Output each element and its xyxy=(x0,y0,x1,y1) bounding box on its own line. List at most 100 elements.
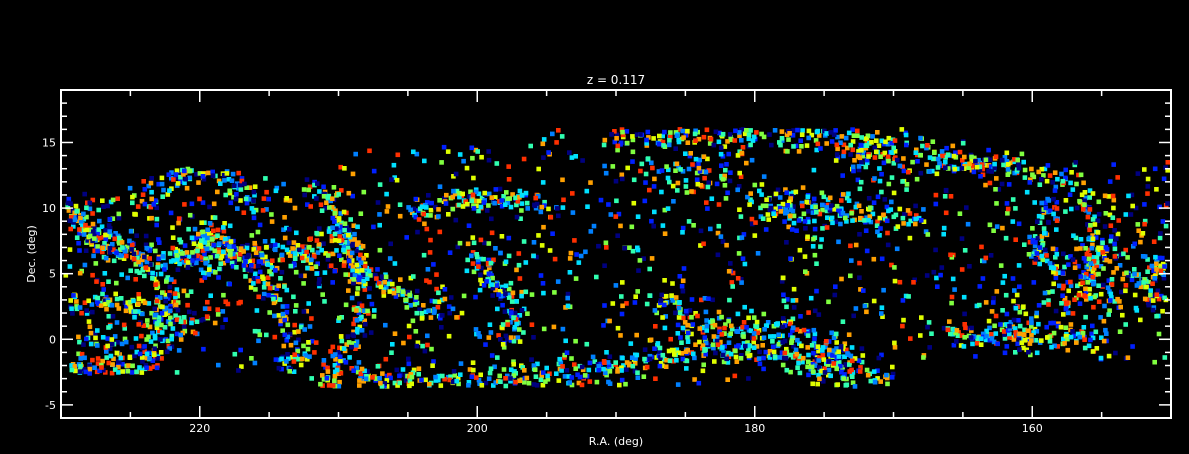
galaxy-point xyxy=(112,334,118,339)
galaxy-point xyxy=(337,315,342,321)
galaxy-point xyxy=(365,308,370,314)
galaxy-point xyxy=(859,148,864,153)
galaxy-point xyxy=(801,211,807,217)
galaxy-point xyxy=(806,372,811,378)
galaxy-point xyxy=(252,360,258,366)
galaxy-point xyxy=(853,306,859,311)
galaxy-point xyxy=(140,311,145,317)
galaxy-point xyxy=(114,350,120,356)
galaxy-point xyxy=(174,331,180,337)
galaxy-point xyxy=(152,333,158,339)
galaxy-point xyxy=(239,176,245,181)
galaxy-point xyxy=(366,294,372,299)
galaxy-point xyxy=(223,192,228,198)
galaxy-point xyxy=(354,343,359,348)
galaxy-point xyxy=(137,365,142,370)
galaxy-point xyxy=(978,342,984,347)
galaxy-point xyxy=(653,376,658,381)
galaxy-point xyxy=(596,363,602,369)
galaxy-point xyxy=(806,209,811,214)
galaxy-point xyxy=(761,355,766,361)
galaxy-point xyxy=(108,353,114,359)
galaxy-point xyxy=(853,242,859,248)
galaxy-point xyxy=(1031,330,1036,335)
galaxy-point xyxy=(837,208,843,214)
galaxy-point xyxy=(727,178,733,184)
galaxy-point xyxy=(120,369,125,374)
galaxy-point xyxy=(791,204,796,209)
galaxy-point xyxy=(1145,257,1150,262)
galaxy-point xyxy=(304,249,309,255)
galaxy-point xyxy=(203,261,209,266)
galaxy-point xyxy=(636,268,641,273)
galaxy-point xyxy=(268,243,273,249)
galaxy-point xyxy=(475,259,481,264)
galaxy-point xyxy=(104,306,109,312)
galaxy-point xyxy=(1081,275,1087,280)
galaxy-point xyxy=(1087,188,1093,193)
galaxy-point xyxy=(812,331,818,337)
galaxy-point xyxy=(315,250,321,255)
galaxy-point xyxy=(1063,209,1068,214)
galaxy-point xyxy=(228,249,233,255)
galaxy-point xyxy=(143,242,149,248)
galaxy-point xyxy=(785,149,790,154)
galaxy-point xyxy=(187,212,193,218)
galaxy-point xyxy=(90,211,95,216)
galaxy-point xyxy=(1111,205,1116,211)
galaxy-point xyxy=(127,299,133,305)
galaxy-point xyxy=(107,216,113,222)
galaxy-point xyxy=(439,160,444,165)
galaxy-point xyxy=(1090,217,1096,222)
galaxy-point xyxy=(230,251,236,257)
galaxy-point xyxy=(620,129,625,135)
galaxy-point xyxy=(969,154,974,160)
galaxy-point xyxy=(1078,237,1084,242)
galaxy-point xyxy=(598,197,604,203)
galaxy-point xyxy=(677,300,682,305)
galaxy-point xyxy=(77,369,82,374)
galaxy-point xyxy=(806,219,811,225)
galaxy-point xyxy=(736,184,742,189)
galaxy-point xyxy=(102,241,107,246)
galaxy-point xyxy=(719,314,724,320)
galaxy-point xyxy=(881,212,886,218)
galaxy-point xyxy=(422,158,427,164)
galaxy-point xyxy=(822,366,827,371)
galaxy-point xyxy=(392,380,398,386)
galaxy-point xyxy=(738,356,744,361)
galaxy-point xyxy=(872,176,877,181)
galaxy-point xyxy=(140,359,145,364)
galaxy-point xyxy=(1015,157,1020,163)
galaxy-point xyxy=(765,320,771,325)
galaxy-point xyxy=(330,353,336,359)
galaxy-point xyxy=(354,365,359,371)
galaxy-point xyxy=(685,334,690,340)
galaxy-point xyxy=(850,380,856,385)
galaxy-point xyxy=(691,223,696,228)
galaxy-point xyxy=(791,128,796,133)
galaxy-point xyxy=(428,237,433,243)
galaxy-point xyxy=(900,164,905,169)
galaxy-point xyxy=(207,264,212,269)
galaxy-point xyxy=(354,248,360,254)
galaxy-point xyxy=(329,205,335,210)
galaxy-point xyxy=(150,330,155,336)
galaxy-point xyxy=(850,139,856,144)
galaxy-point xyxy=(1002,336,1008,341)
galaxy-point xyxy=(607,369,613,374)
galaxy-point xyxy=(910,159,915,165)
galaxy-point xyxy=(1151,268,1156,273)
galaxy-point xyxy=(1152,264,1157,269)
galaxy-point xyxy=(215,312,221,317)
galaxy-point xyxy=(256,294,261,300)
galaxy-point xyxy=(1108,291,1114,297)
galaxy-point xyxy=(342,166,347,171)
galaxy-point xyxy=(77,305,83,310)
galaxy-point xyxy=(211,201,217,207)
galaxy-point xyxy=(875,229,880,235)
galaxy-point xyxy=(1123,283,1129,288)
galaxy-point xyxy=(977,167,983,173)
galaxy-point xyxy=(400,289,406,294)
galaxy-point xyxy=(358,252,363,258)
